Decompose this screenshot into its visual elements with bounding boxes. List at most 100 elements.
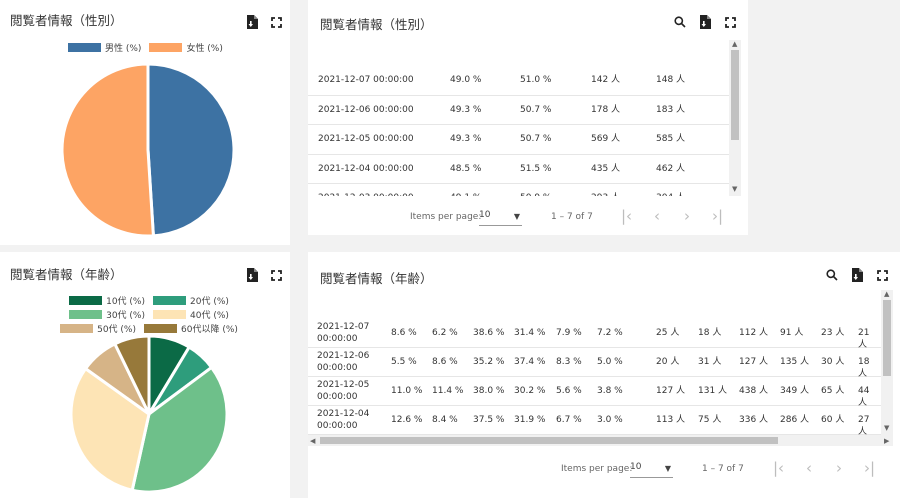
- scroll-down-icon[interactable]: ▼: [732, 185, 738, 193]
- legend-label: 50代 (%): [97, 324, 136, 335]
- horizontal-scrollbar[interactable]: ◀ ▶: [308, 435, 893, 446]
- legend-item-60s[interactable]: 60代以降 (%): [144, 321, 238, 335]
- pie-slice-男性 (%)[interactable]: [146, 62, 236, 238]
- table-cell: 131 人: [698, 386, 728, 396]
- table-cell: 293 人: [591, 192, 620, 196]
- age-chart-card: 閲覧者情報（年齢） 10代 (%) 20代 (%) 30代 (%) 40代 (%…: [0, 252, 290, 498]
- table-cell: 51.5 %: [520, 163, 552, 174]
- pie-slice-女性 (%)[interactable]: [60, 62, 155, 238]
- table-cell: 48.5 %: [450, 163, 482, 174]
- export-file-icon[interactable]: [849, 267, 865, 283]
- search-icon[interactable]: [672, 14, 688, 30]
- page-size-select[interactable]: 10 ▼: [630, 462, 673, 478]
- table-cell: 304 人: [656, 192, 685, 196]
- table-cell: 11.0 %: [391, 386, 423, 396]
- search-icon[interactable]: [824, 267, 840, 283]
- table-row: 2021-12-05 00:00:00 49.3 % 50.7 % 569 人 585 …: [308, 125, 729, 155]
- table-cell: 5.5 %: [391, 357, 417, 367]
- scroll-down-icon[interactable]: ▼: [884, 424, 890, 432]
- vertical-scrollbar[interactable]: ▲ ▼: [881, 290, 893, 435]
- legend-item-50s[interactable]: 50代 (%): [60, 321, 136, 335]
- legend-label: 60代以降 (%): [181, 324, 238, 335]
- gender-chart-title: 閲覧者情報（性別）: [10, 13, 123, 28]
- chevron-down-icon: ▼: [664, 464, 671, 473]
- fullscreen-icon[interactable]: [874, 267, 890, 283]
- table-cell: 30.2 %: [514, 386, 546, 396]
- page-size-select[interactable]: 10 ▼: [479, 210, 522, 226]
- vertical-scrollbar[interactable]: ▲ ▼: [729, 40, 741, 196]
- fullscreen-icon[interactable]: [722, 14, 738, 30]
- table-cell: 8.6 %: [432, 357, 458, 367]
- last-page-icon[interactable]: ›|: [712, 207, 724, 225]
- table-cell: 31.9 %: [514, 415, 546, 425]
- gender-pie-chart: [60, 62, 236, 238]
- pie-slice-30代 (%)[interactable]: [130, 365, 229, 494]
- scroll-left-icon[interactable]: ◀: [310, 437, 316, 445]
- table-cell: 2021-12-07 00:00:00: [318, 75, 414, 85]
- gender-data-table: 2021-12-07 00:00:00 49.0 % 51.0 % 142 人 148 …: [308, 40, 729, 196]
- age-chart-title: 閲覧者情報（年齢）: [10, 267, 123, 282]
- fullscreen-icon[interactable]: [268, 14, 284, 30]
- table-row: 2021-12-07 00:00:00 8.6 % 6.2 % 38.6 % 31.4 %…: [308, 319, 881, 350]
- table-cell: 2021-12-06 00:00:00: [318, 104, 414, 115]
- table-cell: 50.7 %: [520, 134, 552, 144]
- table-cell: 142 人: [591, 75, 621, 85]
- export-file-icon[interactable]: [697, 14, 713, 30]
- export-file-icon[interactable]: [244, 267, 260, 283]
- table-cell: 6.2 %: [432, 328, 458, 338]
- next-page-icon[interactable]: ›: [684, 207, 690, 225]
- legend-swatch: [60, 323, 94, 333]
- table-cell: 438 人: [739, 386, 769, 396]
- table-cell: 8.3 %: [556, 357, 582, 367]
- age-table-card: 閲覧者情報（年齢） 2021-12-07 00:00:00 8.6 % 6.2 % 38…: [308, 252, 900, 498]
- legend-item-20s[interactable]: 20代 (%): [153, 293, 229, 307]
- table-cell: 569 人: [591, 134, 621, 144]
- legend-label: 40代 (%): [190, 310, 229, 321]
- legend-swatch: [69, 309, 103, 319]
- legend-item-10s[interactable]: 10代 (%): [69, 293, 145, 307]
- scrollbar-thumb[interactable]: [731, 50, 739, 140]
- table-cell: 50.9 %: [520, 192, 551, 196]
- items-per-page-label: Items per page:: [561, 464, 633, 474]
- table-cell-time: 00:00:00: [317, 363, 358, 373]
- pie-slice-60代以降 (%)[interactable]: [112, 334, 151, 415]
- table-cell-date: 2021-12-04: [317, 409, 370, 419]
- table-cell: 127 人: [739, 357, 769, 367]
- legend-item-30s[interactable]: 30代 (%): [69, 307, 145, 321]
- export-file-icon[interactable]: [244, 14, 260, 30]
- last-page-icon[interactable]: ›|: [864, 459, 876, 477]
- scrollbar-thumb[interactable]: [320, 437, 778, 444]
- next-page-icon[interactable]: ›: [836, 459, 842, 477]
- fullscreen-icon[interactable]: [268, 267, 284, 283]
- table-cell: 6.7 %: [556, 415, 582, 425]
- scroll-right-icon[interactable]: ▶: [884, 437, 890, 445]
- page-size-value: 10: [630, 462, 642, 472]
- table-cell: 7.9 %: [556, 328, 582, 338]
- previous-page-icon[interactable]: ‹: [654, 207, 660, 225]
- first-page-icon[interactable]: |‹: [621, 207, 633, 225]
- items-per-page-label: Items per page:: [410, 212, 482, 222]
- table-cell: 349 人: [780, 386, 810, 396]
- age-data-table: 2021-12-07 00:00:00 8.6 % 6.2 % 38.6 % 31.4 %…: [308, 290, 881, 435]
- table-cell: 18 人: [698, 328, 722, 338]
- legend-item-male[interactable]: 男性 (%): [68, 40, 141, 54]
- first-page-icon[interactable]: |‹: [773, 459, 785, 477]
- table-cell: 25 人: [656, 328, 680, 338]
- legend-item-40s[interactable]: 40代 (%): [153, 307, 229, 321]
- table-cell: 35.2 %: [473, 357, 505, 367]
- table-cell-time: 00:00:00: [317, 334, 358, 344]
- table-row: 2021-12-03 00:00:00 49.1 % 50.9 % 293 人 304 …: [308, 184, 729, 196]
- pie-slice-40代 (%)[interactable]: [69, 366, 151, 492]
- table-cell: 20 人: [656, 357, 680, 367]
- legend-item-female[interactable]: 女性 (%): [149, 40, 223, 54]
- table-cell: 37.5 %: [473, 415, 505, 425]
- table-cell: 5.0 %: [597, 357, 623, 367]
- scroll-up-icon[interactable]: ▲: [732, 40, 738, 48]
- scroll-up-icon[interactable]: ▲: [884, 290, 890, 298]
- table-cell: 49.0 %: [450, 75, 482, 85]
- age-table-title: 閲覧者情報（年齢）: [320, 271, 433, 286]
- gender-table-title: 閲覧者情報（性別）: [320, 17, 433, 32]
- table-cell: 8.4 %: [432, 415, 458, 425]
- previous-page-icon[interactable]: ‹: [806, 459, 812, 477]
- scrollbar-thumb[interactable]: [883, 300, 891, 376]
